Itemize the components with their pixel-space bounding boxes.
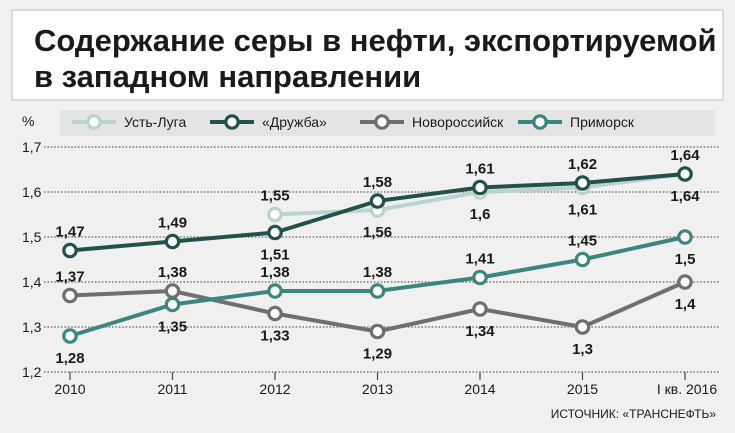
data-point (164, 296, 181, 313)
x-axis-ticks: 2010 2011 2012 2013 2014 2015 I кв. 2016 (54, 372, 717, 397)
data-label: 1,45 (568, 233, 597, 250)
y-tick-label: 1,4 (22, 274, 42, 290)
legend-label: Усть-Луга (124, 114, 186, 130)
data-point (62, 287, 78, 304)
data-label: 1,51 (260, 247, 289, 264)
chart-title-line-2: в западном направлении (34, 59, 421, 94)
y-axis-unit-label: % (22, 113, 34, 129)
x-tick-label: 2010 (54, 381, 85, 397)
data-label: 1,64 (670, 147, 700, 164)
data-point (267, 206, 283, 223)
data-label: 1,38 (363, 264, 392, 281)
data-point (472, 179, 488, 196)
data-point (472, 301, 488, 317)
data-point (677, 166, 693, 182)
data-point (164, 283, 181, 299)
legend-label: Новороссийск (412, 114, 504, 130)
legend-marker (86, 114, 102, 130)
y-tick-label: 1,6 (22, 184, 42, 200)
data-point (164, 233, 181, 250)
chart-title-line-1: Содержание серы в нефти, экспортируемой (34, 23, 717, 58)
data-label: 1,61 (568, 202, 597, 219)
data-point (677, 229, 693, 245)
data-label: 1,49 (158, 215, 187, 232)
data-label: 1,37 (55, 269, 84, 286)
x-tick-label: 2014 (464, 381, 495, 397)
legend-marker (374, 114, 390, 130)
data-point (369, 283, 386, 299)
y-tick-label: 1,5 (22, 229, 42, 245)
title-box (11, 9, 724, 101)
x-tick-label: 2012 (259, 381, 290, 397)
y-tick-label: 1,3 (22, 319, 42, 335)
data-point (369, 193, 386, 209)
data-label: 1,58 (363, 174, 392, 191)
legend-label: Приморск (570, 114, 635, 130)
y-tick-label: 1,2 (22, 364, 42, 380)
data-label: 1,4 (675, 296, 697, 313)
data-point (62, 328, 78, 344)
data-label: 1,38 (260, 264, 289, 281)
data-point (677, 274, 693, 290)
data-label: 1,3 (572, 341, 593, 358)
data-point (574, 319, 591, 335)
x-tick-label: 2013 (362, 381, 393, 397)
x-tick-label: 2011 (157, 381, 187, 397)
data-label: 1,29 (363, 346, 392, 363)
data-label: 1,28 (55, 350, 84, 367)
x-tick-label: 2015 (567, 381, 598, 397)
data-label: 1,35 (158, 319, 187, 336)
legend-label: «Дружба» (262, 114, 327, 130)
data-point (472, 269, 488, 286)
y-axis-ticks: 1,2 1,3 1,4 1,5 1,6 1,7 (22, 139, 42, 380)
legend: Усть-Луга «Дружба» Новороссийск Приморск (60, 110, 715, 136)
data-label: 1,38 (158, 264, 187, 281)
data-label: 1,64 (670, 188, 700, 205)
data-point (267, 305, 283, 322)
data-label: 1,47 (55, 224, 84, 241)
data-point (574, 175, 591, 191)
data-label: 1,33 (260, 328, 289, 345)
source-note: ИСТОЧНИК: «ТРАНСНЕФТЬ» (551, 407, 717, 421)
data-point (369, 323, 386, 340)
data-label: 1,55 (260, 188, 289, 205)
data-label: 1,5 (675, 251, 696, 268)
data-point (62, 242, 78, 259)
data-label: 1,41 (465, 251, 494, 268)
data-point (267, 224, 283, 241)
data-label: 1,61 (465, 161, 494, 178)
data-label: 1,34 (465, 323, 495, 340)
data-label: 1,56 (363, 224, 392, 241)
y-tick-label: 1,7 (22, 139, 42, 155)
legend-marker (532, 114, 548, 130)
data-point (267, 283, 283, 299)
series-layer (62, 166, 693, 344)
data-label: 1,62 (568, 156, 597, 173)
x-tick-label: I кв. 2016 (657, 381, 717, 397)
data-point (574, 251, 591, 268)
legend-marker (224, 114, 240, 130)
data-labels: 1,55 1,56 1,6 1,61 1,64 1,47 1,49 1,51 1,58 1,61 1… (55, 147, 700, 367)
data-label: 1,6 (470, 206, 491, 223)
